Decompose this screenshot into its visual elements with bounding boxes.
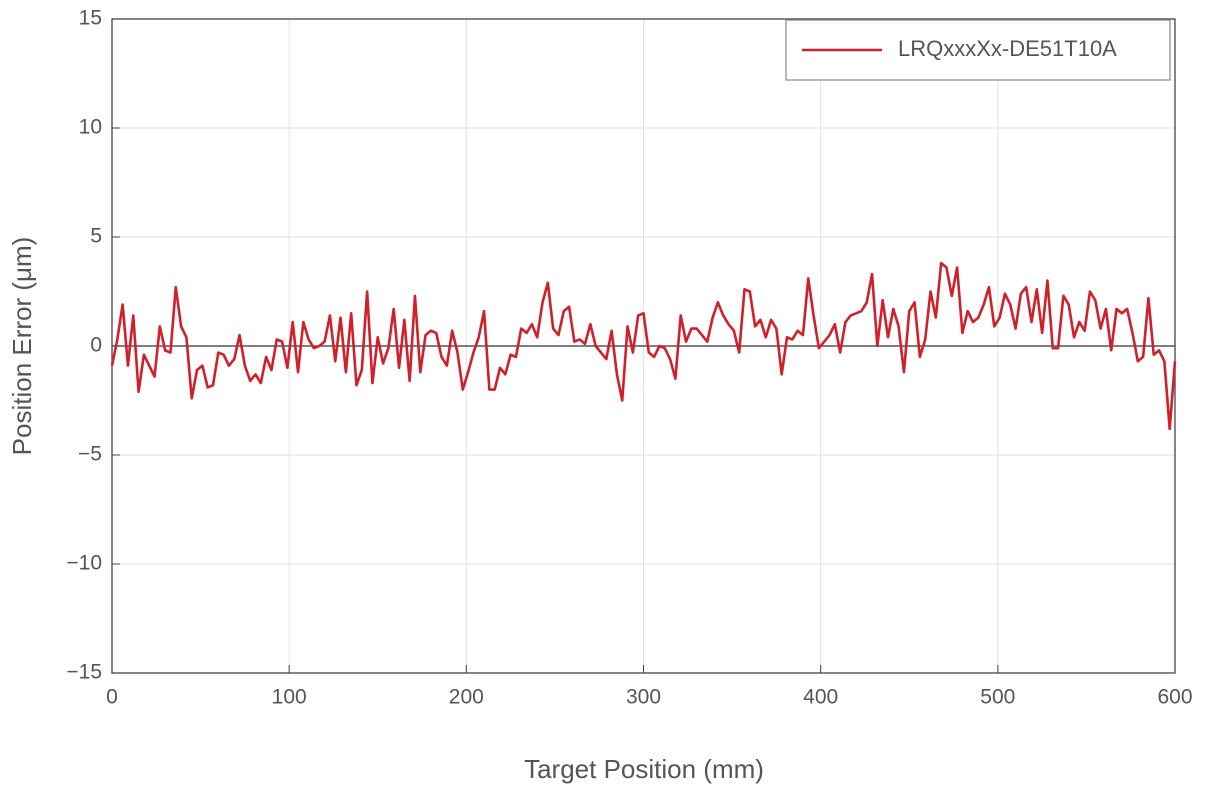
x-tick-label: 100 <box>272 686 307 709</box>
y-tick-label: 15 <box>79 7 102 30</box>
x-tick-label: 600 <box>1157 686 1192 709</box>
x-tick-label: 300 <box>626 686 661 709</box>
plot-frame <box>111 18 1176 674</box>
data-line <box>110 261 1177 431</box>
y-tick-label: 10 <box>79 116 102 139</box>
x-tick-label: 400 <box>803 686 838 709</box>
x-tick-label: 200 <box>449 686 484 709</box>
x-tick-label: 500 <box>980 686 1015 709</box>
y-tick-label: −15 <box>66 661 102 684</box>
y-tick-label: 5 <box>90 225 102 248</box>
y-tick-label: 0 <box>90 334 102 357</box>
x-axis-label: Target Position (mm) <box>524 754 764 784</box>
y-tick-label: −5 <box>78 443 102 466</box>
y-tick-label: −10 <box>66 552 102 575</box>
x-tick-label: 0 <box>106 686 118 709</box>
y-axis-label: Position Error (μm) <box>7 237 37 456</box>
legend-label: LRQxxxXx-DE51T10A <box>898 36 1117 61</box>
